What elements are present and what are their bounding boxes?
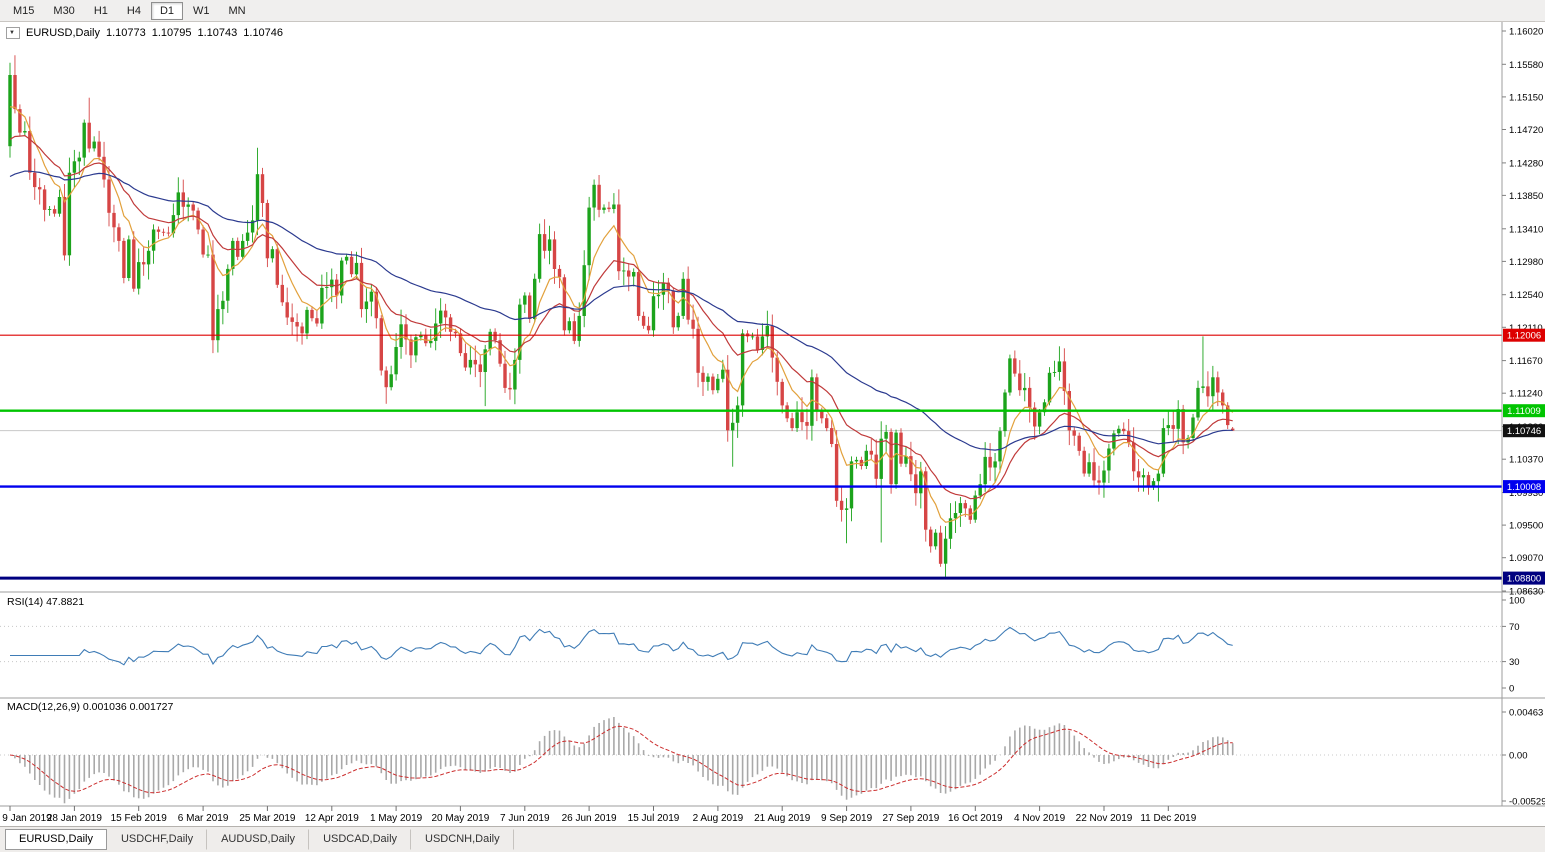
svg-text:0.00463: 0.00463 [1509,708,1543,719]
timeframe-button-group: M15 M30 H1 H4 D1 W1 MN [4,1,255,20]
svg-text:1.11240: 1.11240 [1509,389,1543,400]
svg-text:1.09070: 1.09070 [1509,553,1543,564]
timeframe-button-m15[interactable]: M15 [13,4,35,17]
svg-text:1.12980: 1.12980 [1509,257,1543,268]
rsi-scale[interactable]: 100 70 30 0 [1502,596,1525,695]
timeframe-button-w1[interactable]: W1 [193,4,210,17]
macd-histogram [14,717,1234,804]
svg-text:1.16020: 1.16020 [1509,27,1543,38]
svg-text:1.13410: 1.13410 [1509,224,1543,235]
svg-text:1.13850: 1.13850 [1509,191,1543,202]
svg-text:1.08630: 1.08630 [1509,587,1543,598]
rsi-line [10,626,1233,666]
tab-usdchf-daily[interactable]: USDCHF,Daily [107,829,208,850]
ma-fast-line [9,106,1234,523]
svg-text:0: 0 [1509,684,1514,695]
svg-text:26 Jun 2019: 26 Jun 2019 [562,813,617,824]
svg-text:-0.00529: -0.00529 [1509,797,1545,808]
svg-text:9 Sep 2019: 9 Sep 2019 [821,813,873,824]
timeframe-button-d1[interactable]: D1 [150,1,183,20]
timeframe-button-mn[interactable]: MN [228,4,246,17]
svg-text:28 Jan 2019: 28 Jan 2019 [47,813,102,824]
tab-usdcad-daily[interactable]: USDCAD,Daily [309,829,412,850]
svg-text:27 Sep 2019: 27 Sep 2019 [883,813,940,824]
ma-slow-line [9,170,1233,451]
timeframe-button-h1[interactable]: H1 [93,4,108,17]
svg-text:22 Nov 2019: 22 Nov 2019 [1076,813,1133,824]
svg-text:15 Feb 2019: 15 Feb 2019 [111,813,168,824]
svg-text:12 Apr 2019: 12 Apr 2019 [305,813,359,824]
svg-text:16 Oct 2019: 16 Oct 2019 [948,813,1003,824]
timeframe-button-h4[interactable]: H4 [126,4,141,17]
svg-text:1.12006: 1.12006 [1507,331,1541,342]
tab-eurusd-daily[interactable]: EURUSD,Daily [5,829,107,850]
macd-scale[interactable]: 0.00463 0.00 -0.00529 [1502,708,1545,808]
tab-usdcnh-daily[interactable]: USDCNH,Daily [411,829,514,850]
svg-text:1.15580: 1.15580 [1509,60,1543,71]
price-level-badges: 1.12006 1.11009 1.10008 1.08800 1.10746 [1503,328,1545,585]
svg-text:4 Nov 2019: 4 Nov 2019 [1014,813,1066,824]
svg-text:21 Aug 2019: 21 Aug 2019 [754,813,811,824]
svg-text:2 Aug 2019: 2 Aug 2019 [693,813,744,824]
svg-text:0.00: 0.00 [1509,751,1528,762]
svg-text:70: 70 [1509,622,1520,633]
tab-audusd-daily[interactable]: AUDUSD,Daily [207,829,310,850]
svg-text:1.11009: 1.11009 [1507,406,1541,417]
svg-text:30: 30 [1509,657,1520,668]
panel-dividers [0,22,1545,807]
svg-text:1.09500: 1.09500 [1509,521,1543,532]
svg-text:6 Mar 2019: 6 Mar 2019 [178,813,229,824]
chart-canvas[interactable]: 1.16020 1.15580 1.15150 1.14720 1.14280 1.138… [0,22,1545,826]
chart-tab-bar: EURUSD,Daily USDCHF,Daily AUDUSD,Daily USDC… [0,826,1545,852]
svg-text:1.12110: 1.12110 [1509,323,1543,334]
timeframe-button-m30[interactable]: M30 [53,4,75,17]
svg-text:100: 100 [1509,596,1525,607]
timeframe-toolbar: M15 M30 H1 H4 D1 W1 MN [0,0,1545,22]
macd-signal-line [9,725,1233,794]
svg-text:15 Jul 2019: 15 Jul 2019 [628,813,680,824]
price-scale[interactable]: 1.16020 1.15580 1.15150 1.14720 1.14280 1.138… [1502,27,1543,598]
svg-text:9 Jan 2019: 9 Jan 2019 [2,813,52,824]
ma-mid-line [9,134,1233,500]
svg-text:1.10746: 1.10746 [1507,426,1541,437]
svg-text:1.11670: 1.11670 [1509,356,1543,367]
svg-text:1.08800: 1.08800 [1507,574,1541,585]
chevron-down-icon: ▼ [9,30,15,36]
svg-text:1.12540: 1.12540 [1509,290,1543,301]
horizontal-level-lines[interactable] [0,334,1502,580]
svg-text:1 May 2019: 1 May 2019 [370,813,423,824]
chart-tabs: EURUSD,Daily USDCHF,Daily AUDUSD,Daily USDC… [5,829,514,850]
chart-dropdown-button[interactable]: ▼ [6,27,20,39]
svg-text:11 Dec 2019: 11 Dec 2019 [1140,813,1196,824]
svg-text:1.14280: 1.14280 [1509,158,1543,169]
svg-text:20 May 2019: 20 May 2019 [431,813,489,824]
svg-text:25 Mar 2019: 25 Mar 2019 [239,813,296,824]
rsi-guides [0,625,1502,663]
svg-text:1.10370: 1.10370 [1509,455,1543,466]
svg-text:7 Jun 2019: 7 Jun 2019 [500,813,550,824]
svg-text:1.15150: 1.15150 [1509,92,1543,103]
svg-text:1.09930: 1.09930 [1509,488,1543,499]
candlestick-series [8,55,1235,579]
svg-text:1.10008: 1.10008 [1507,482,1541,493]
svg-text:1.14720: 1.14720 [1509,125,1543,136]
